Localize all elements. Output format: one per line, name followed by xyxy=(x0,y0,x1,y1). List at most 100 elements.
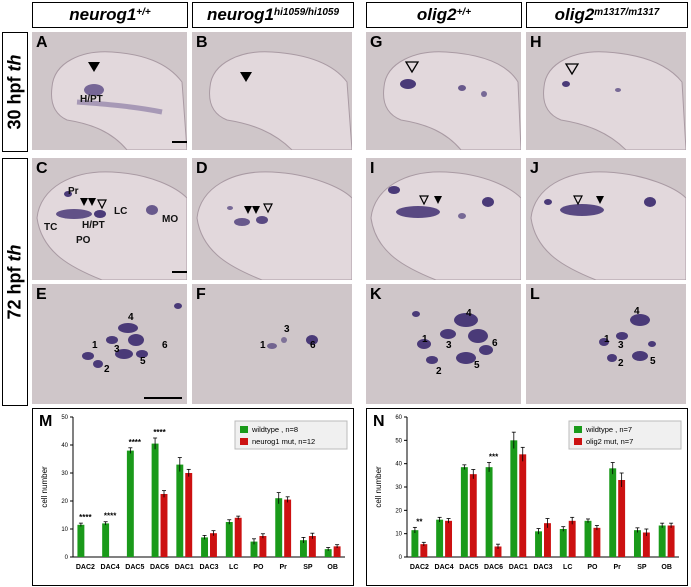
chart-N-category-label: DAC5 xyxy=(459,564,478,571)
chart-M-legend xyxy=(234,420,348,450)
chart-M-y-tick-label: 50 xyxy=(61,415,68,421)
chart-N-significance-label: *** xyxy=(489,453,499,462)
chart-M-bar-wildtype xyxy=(275,498,283,557)
panel-letter: K xyxy=(370,286,382,303)
chart-letter-M: M xyxy=(39,413,53,430)
cluster-number: 4 xyxy=(466,308,472,319)
row-label-marker: th xyxy=(4,244,25,262)
chart-N-bar-mutant xyxy=(642,532,650,557)
chart-N-bar-wildtype xyxy=(609,468,617,557)
chart-N-bar-mutant xyxy=(469,474,477,557)
cluster-number: 6 xyxy=(492,338,498,349)
chart-N-category-label: Pr xyxy=(613,564,621,571)
cluster-number: 5 xyxy=(474,360,480,371)
panel-letter: C xyxy=(36,160,48,177)
chart-N-category-label: LC xyxy=(563,564,572,571)
chart-N-bar-wildtype xyxy=(460,467,468,557)
panel-D: D xyxy=(192,158,352,280)
col-header-genotype: +/+ xyxy=(136,6,151,18)
row-label-stage: 72 hpf xyxy=(4,266,25,320)
region-label-po: PO xyxy=(76,235,91,246)
chart-M-bar-mutant xyxy=(160,494,168,557)
chart-N-category-label: DAC3 xyxy=(533,564,552,571)
panel-letter: J xyxy=(530,160,539,177)
panel-letter: E xyxy=(36,286,47,303)
panel-letter: A xyxy=(36,34,48,51)
col-header-gene: neurog1 xyxy=(206,5,274,24)
chart-N-bar-mutant xyxy=(445,520,453,557)
cluster-number: 2 xyxy=(618,358,624,369)
cluster-number: 3 xyxy=(284,324,290,335)
col-header-genotype: hi1059/hi1059 xyxy=(274,6,340,18)
chart-N-legend xyxy=(568,420,682,450)
chart-M-legend-swatch xyxy=(240,438,248,445)
chart-N-bar-wildtype xyxy=(633,530,641,557)
chart-N-legend-swatch xyxy=(574,426,582,433)
chart-N-category-label: OB xyxy=(661,564,672,571)
panel-H: H xyxy=(526,32,686,150)
chart-M-bar-mutant xyxy=(210,533,217,557)
chart-M-y-tick-label: 40 xyxy=(61,443,68,449)
chart-M-bar-mutant xyxy=(185,473,193,557)
region-label-mo: MO xyxy=(162,214,179,225)
chart-N-bar-mutant xyxy=(593,527,601,557)
col-header-neurog1-mut: neurog1 hi1059/hi1059 xyxy=(192,2,354,28)
chart-M-legend-swatch xyxy=(240,426,248,433)
chart-M-category-label: DAC6 xyxy=(150,564,169,571)
panel-letter: I xyxy=(370,160,375,177)
panel-L: L 4 1 3 2 5 xyxy=(526,284,686,404)
cluster-number: 6 xyxy=(162,340,168,351)
chart-M-category-label: SP xyxy=(303,564,313,571)
region-label-lc: LC xyxy=(114,206,128,217)
cluster-number: 3 xyxy=(618,340,624,351)
col-header-neurog1-wt: neurog1 +/+ xyxy=(32,2,188,28)
chart-N-bar-wildtype xyxy=(559,529,567,557)
chart-N-significance-label: ** xyxy=(416,517,423,526)
panel-G: G xyxy=(366,32,521,150)
panel-letter: D xyxy=(196,160,208,177)
chart-N-legend-swatch xyxy=(574,438,582,445)
chart-M-bar-wildtype xyxy=(102,523,110,557)
panel-letter: F xyxy=(196,286,206,303)
chart-M-svg: 0 10 20 30 40 50 cell number DAC2 **** DAC4 **** DA… xyxy=(40,415,348,571)
chart-N-bar-mutant xyxy=(519,454,527,557)
chart-M-category-label: DAC1 xyxy=(175,564,194,571)
chart-N-y-tick-label: 60 xyxy=(395,415,402,421)
chart-M-significance-label: **** xyxy=(153,428,166,437)
chart-M-y-tick-label: 30 xyxy=(61,471,68,477)
chart-M-category-label: DAC5 xyxy=(125,564,144,571)
cluster-number: 6 xyxy=(310,340,316,351)
row-label-marker: th xyxy=(4,54,25,72)
chart-N-category-label: DAC6 xyxy=(484,564,503,571)
row-label-30hpf: 30 hpf th xyxy=(2,32,28,152)
chart-M-category-label: OB xyxy=(327,564,338,571)
panel-I: I xyxy=(366,158,521,280)
chart-N-bar-mutant xyxy=(544,523,551,557)
chart-M-legend-label: wildtype , n=8 xyxy=(251,425,298,434)
chart-N-legend-label: wildtype , n=7 xyxy=(585,425,632,434)
region-label-hpt: H/PT xyxy=(80,94,103,105)
chart-M-y-tick-label: 0 xyxy=(65,555,69,561)
chart-M-bar-wildtype xyxy=(250,541,258,557)
panel-E: E 4 1 3 6 2 5 xyxy=(32,284,187,404)
chart-M-bar-wildtype xyxy=(151,443,159,557)
col-header-gene: neurog1 xyxy=(69,5,137,24)
region-label-tc: TC xyxy=(44,222,58,233)
panel-C: C Pr LC H/PT TC PO MO xyxy=(32,158,187,280)
col-header-gene: olig2 xyxy=(416,5,457,24)
chart-N-bar-mutant xyxy=(568,520,576,557)
chart-M-bar-wildtype xyxy=(299,540,307,557)
chart-N-svg: 0 10 20 30 40 50 60 cell number DAC2 ** DAC4 DAC5 DA… xyxy=(374,415,682,571)
panel-letter: G xyxy=(370,34,383,51)
chart-M-y-tick-label: 20 xyxy=(61,499,68,505)
cluster-number: 2 xyxy=(104,364,110,375)
cluster-number: 4 xyxy=(128,312,134,323)
cluster-number: 2 xyxy=(436,366,442,377)
chart-M: M 0 10 20 30 40 50 cell number DAC2 **** DAC4 ****… xyxy=(32,408,354,586)
chart-M-category-label: LC xyxy=(229,564,238,571)
cluster-number: 1 xyxy=(604,334,610,345)
chart-N-category-label: DAC2 xyxy=(410,564,429,571)
chart-N-y-tick-label: 40 xyxy=(395,462,402,468)
chart-M-bar-mutant xyxy=(308,536,316,557)
chart-N-bar-wildtype xyxy=(584,520,592,557)
